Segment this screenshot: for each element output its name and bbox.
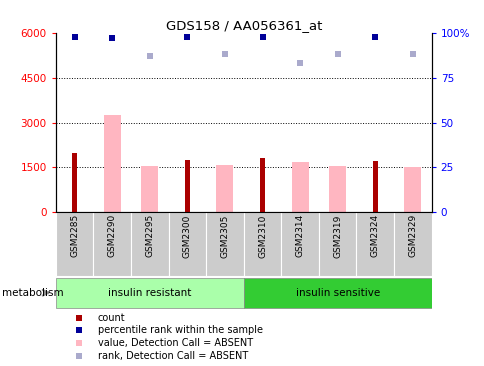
Bar bbox=[168, 212, 206, 276]
Bar bbox=[131, 212, 168, 276]
Bar bbox=[356, 212, 393, 276]
Bar bbox=[104, 115, 121, 212]
Bar bbox=[393, 212, 431, 276]
Text: GSM2305: GSM2305 bbox=[220, 214, 229, 258]
Bar bbox=[291, 162, 308, 212]
Bar bbox=[56, 278, 243, 307]
Text: GSM2295: GSM2295 bbox=[145, 214, 154, 257]
Bar bbox=[93, 212, 131, 276]
Title: GDS158 / AA056361_at: GDS158 / AA056361_at bbox=[165, 19, 321, 32]
Bar bbox=[56, 212, 93, 276]
Bar bbox=[404, 167, 421, 212]
Bar bbox=[281, 212, 318, 276]
Text: metabolism: metabolism bbox=[2, 288, 64, 298]
Bar bbox=[329, 166, 346, 212]
Bar bbox=[185, 160, 189, 212]
Text: rank, Detection Call = ABSENT: rank, Detection Call = ABSENT bbox=[98, 351, 248, 361]
Bar bbox=[72, 153, 76, 212]
Text: GSM2324: GSM2324 bbox=[370, 214, 379, 257]
Bar bbox=[318, 212, 356, 276]
Bar bbox=[243, 278, 431, 307]
Text: count: count bbox=[98, 313, 125, 322]
Bar bbox=[243, 212, 281, 276]
Bar bbox=[216, 165, 233, 212]
Text: GSM2300: GSM2300 bbox=[182, 214, 192, 258]
Text: value, Detection Call = ABSENT: value, Detection Call = ABSENT bbox=[98, 338, 253, 348]
Text: GSM2285: GSM2285 bbox=[70, 214, 79, 257]
Bar bbox=[260, 158, 264, 212]
Text: GSM2329: GSM2329 bbox=[408, 214, 417, 257]
Text: GSM2290: GSM2290 bbox=[107, 214, 117, 257]
Text: GSM2310: GSM2310 bbox=[257, 214, 267, 258]
Text: GSM2319: GSM2319 bbox=[333, 214, 342, 258]
Text: insulin sensitive: insulin sensitive bbox=[295, 288, 379, 298]
Text: insulin resistant: insulin resistant bbox=[108, 288, 191, 298]
Text: GSM2314: GSM2314 bbox=[295, 214, 304, 257]
Text: percentile rank within the sample: percentile rank within the sample bbox=[98, 325, 262, 335]
Bar bbox=[206, 212, 243, 276]
Bar bbox=[141, 166, 158, 212]
Bar bbox=[372, 161, 377, 212]
